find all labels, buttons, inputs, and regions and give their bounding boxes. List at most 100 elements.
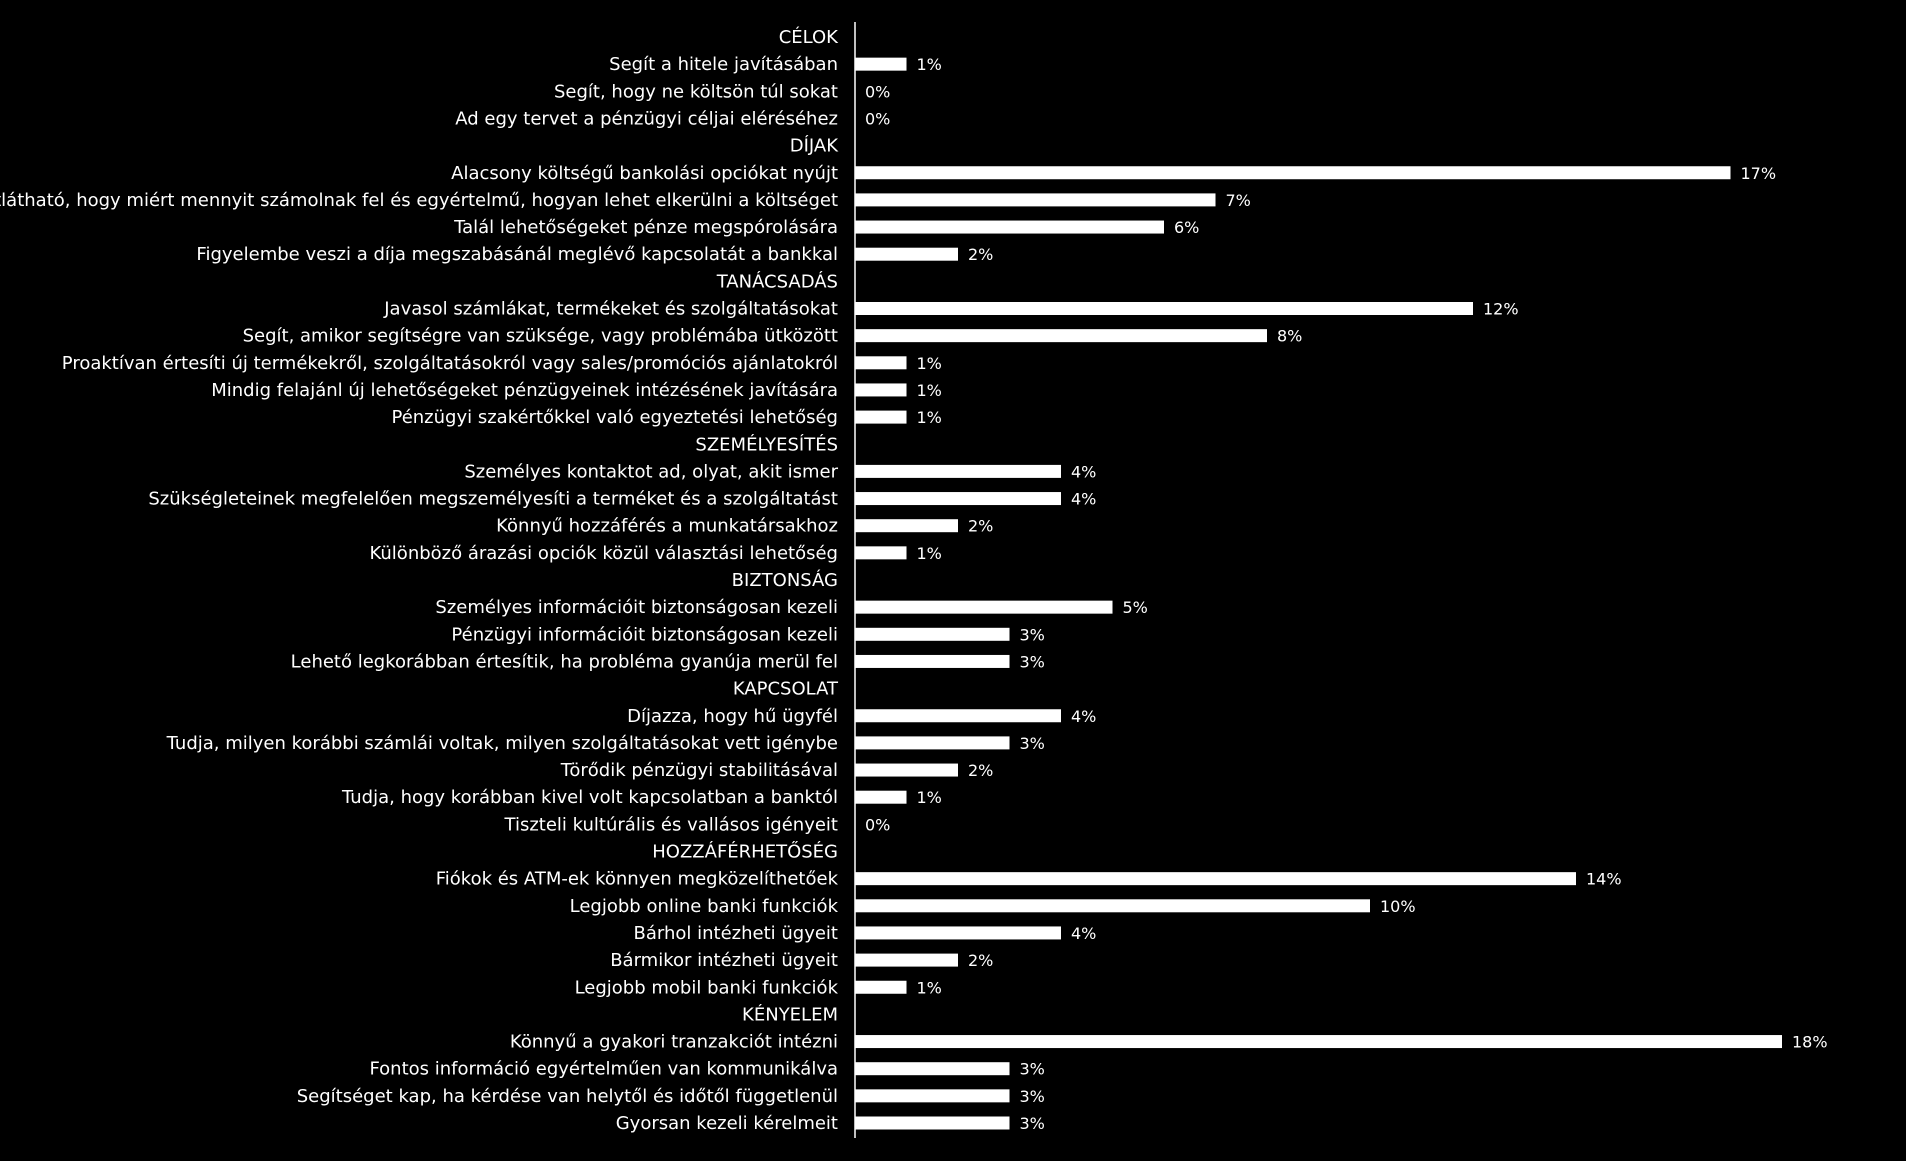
category-label: Segít a hitele javításában xyxy=(609,54,838,75)
data-label: 4% xyxy=(1071,490,1096,509)
category-header-label: KÉNYELEM xyxy=(742,1003,838,1025)
bar xyxy=(855,1035,1782,1049)
category-label: Könnyű a gyakori tranzakciót intézni xyxy=(510,1032,838,1053)
data-label: 2% xyxy=(968,245,993,264)
bar xyxy=(855,1062,1010,1076)
bar xyxy=(855,329,1267,343)
category-label: Szükségleteinek megfelelően megszemélyes… xyxy=(148,489,838,510)
category-label: Törődik pénzügyi stabilitásával xyxy=(560,760,838,781)
category-label: Alacsony költségű bankolási opciókat nyú… xyxy=(451,163,838,184)
chart-rows: CÉLOK Segít a hitele javításában 1% Segít, … xyxy=(0,26,1828,1134)
category-label: Segít, amikor segítségre van szüksége, v… xyxy=(243,326,838,347)
data-label: 4% xyxy=(1071,707,1096,726)
category-label: Segítséget kap, ha kérdése van helytől é… xyxy=(297,1086,838,1107)
data-label: 7% xyxy=(1226,191,1251,210)
bar xyxy=(855,654,1010,668)
bar xyxy=(855,790,907,804)
bar xyxy=(855,736,1010,750)
bar xyxy=(855,383,907,397)
bar xyxy=(855,220,1164,234)
bar xyxy=(855,410,907,424)
bar xyxy=(855,166,1731,180)
data-label: 1% xyxy=(917,55,942,74)
bar xyxy=(855,709,1061,723)
category-header-label: CÉLOK xyxy=(779,26,839,48)
data-label: 1% xyxy=(917,354,942,373)
bar xyxy=(855,247,958,261)
bar xyxy=(855,302,1473,315)
bar xyxy=(855,193,1216,207)
data-label: 3% xyxy=(1020,652,1045,671)
category-label: Bármikor intézheti ügyeit xyxy=(610,950,838,971)
data-label: 0% xyxy=(865,815,890,834)
data-label: 3% xyxy=(1020,1087,1045,1106)
category-label: Díjazza, hogy hű ügyfél xyxy=(627,706,838,727)
data-label: 3% xyxy=(1020,1114,1045,1133)
data-label: 1% xyxy=(917,381,942,400)
category-label: Ad egy tervet a pénzügyi céljai eléréséh… xyxy=(455,108,838,129)
data-label: 8% xyxy=(1277,327,1302,346)
bar xyxy=(855,980,907,994)
bar xyxy=(855,763,958,777)
data-label: 3% xyxy=(1020,734,1045,753)
category-header-label: TANÁCSADÁS xyxy=(716,270,838,292)
category-header-label: SZEMÉLYESÍTÉS xyxy=(695,433,838,455)
category-label: Tudja, hogy korábban kivel volt kapcsola… xyxy=(341,787,838,808)
category-label: Könnyű hozzáférés a munkatársakhoz xyxy=(496,516,838,537)
data-label: 17% xyxy=(1741,164,1777,183)
data-label: 10% xyxy=(1380,897,1416,916)
data-label: 2% xyxy=(968,951,993,970)
bar xyxy=(855,519,958,533)
category-label: Tiszteli kultúrális és vallásos igényeit xyxy=(504,814,838,835)
category-label: Javasol számlákat, termékeket és szolgál… xyxy=(383,299,838,320)
category-label: Mindig felajánl új lehetőségeket pénzügy… xyxy=(211,380,838,401)
data-label: 4% xyxy=(1071,462,1096,481)
category-label: Proaktívan értesíti új termékekről, szol… xyxy=(62,353,838,374)
data-label: 0% xyxy=(865,109,890,128)
data-label: 5% xyxy=(1123,598,1148,617)
bar xyxy=(855,1116,1010,1130)
category-label: Személyes kontaktot ad, olyat, akit isme… xyxy=(464,461,838,482)
bar xyxy=(855,57,907,71)
data-label: 18% xyxy=(1792,1033,1828,1052)
data-label: 4% xyxy=(1071,924,1096,943)
category-label: Fontos információ egyértelműen van kommu… xyxy=(369,1059,838,1080)
category-label: Pénzügyi szakértőkkel való egyeztetési l… xyxy=(391,407,838,428)
category-header-label: KAPCSOLAT xyxy=(733,679,839,700)
data-label: 1% xyxy=(917,788,942,807)
data-label: 1% xyxy=(917,978,942,997)
category-label: Átlátható, hogy miért mennyit számolnak … xyxy=(0,189,838,211)
category-label: Különböző árazási opciók közül választás… xyxy=(369,543,838,564)
category-label: Legjobb mobil banki funkciók xyxy=(575,977,839,998)
bar xyxy=(855,356,907,370)
bar xyxy=(855,546,907,560)
data-label: 6% xyxy=(1174,218,1199,237)
data-label: 0% xyxy=(865,82,890,101)
category-header-label: HOZZÁFÉRHETŐSÉG xyxy=(652,841,838,863)
data-label: 3% xyxy=(1020,625,1045,644)
data-label: 1% xyxy=(917,408,942,427)
category-label: Gyorsan kezeli kérelmeit xyxy=(616,1113,838,1134)
data-label: 2% xyxy=(968,517,993,536)
bar xyxy=(855,600,1113,614)
category-label: Személyes információit biztonságosan kez… xyxy=(435,597,838,618)
category-header-label: BIZTONSÁG xyxy=(732,569,838,591)
data-label: 3% xyxy=(1020,1060,1045,1079)
category-label: Talál lehetőségeket pénze megspórolására xyxy=(453,217,838,238)
data-label: 2% xyxy=(968,761,993,780)
bar xyxy=(855,926,1061,940)
data-label: 12% xyxy=(1483,300,1519,319)
bar xyxy=(855,872,1576,886)
bar xyxy=(855,627,1010,641)
data-label: 1% xyxy=(917,544,942,563)
category-label: Legjobb online banki funkciók xyxy=(570,896,839,917)
bar xyxy=(855,464,1061,478)
category-label: Lehető legkorábban értesítik, ha problém… xyxy=(291,651,838,672)
data-label: 14% xyxy=(1586,870,1622,889)
bar xyxy=(855,899,1370,913)
category-label: Fiókok és ATM-ek könnyen megközelíthetőe… xyxy=(436,869,839,890)
category-label: Figyelembe veszi a díja megszabásánál me… xyxy=(196,244,838,265)
category-label: Bárhol intézheti ügyeit xyxy=(634,923,838,944)
bar xyxy=(855,953,958,967)
